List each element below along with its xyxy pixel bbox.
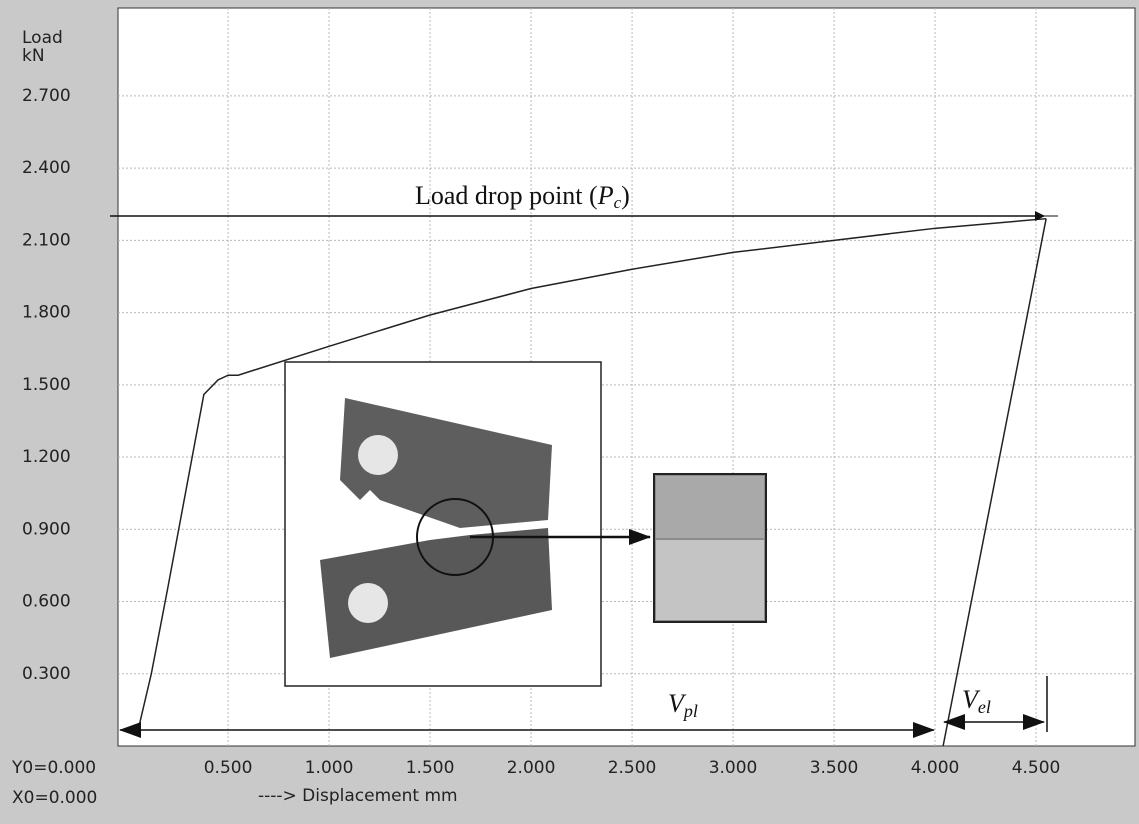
load-drop-text: Load drop point ( bbox=[415, 181, 598, 210]
load-curve bbox=[942, 218, 1047, 747]
vpl-symbol: V bbox=[668, 689, 687, 718]
y-tick-label: 0.900 bbox=[22, 519, 71, 539]
y-label: Load bbox=[22, 28, 63, 48]
vpl-label: Vpl bbox=[668, 689, 698, 721]
specimen-bottom bbox=[320, 528, 552, 658]
x-tick-label: 4.000 bbox=[911, 758, 960, 778]
vel-label: Vel bbox=[962, 685, 991, 717]
x-tick-label: 3.000 bbox=[709, 758, 758, 778]
y-tick-label: 2.100 bbox=[22, 230, 71, 250]
origin-y: Y0=0.000 bbox=[11, 758, 96, 778]
x-tick-label: 2.000 bbox=[507, 758, 556, 778]
y-tick-label: 2.400 bbox=[22, 158, 71, 178]
y-tick-label: 1.800 bbox=[22, 303, 71, 323]
vel-sub: el bbox=[978, 697, 991, 717]
load-drop-close: ) bbox=[621, 181, 630, 210]
vpl-sub: pl bbox=[682, 701, 698, 721]
x-tick-label: 2.500 bbox=[608, 758, 657, 778]
y-tick-label: 0.300 bbox=[22, 664, 71, 684]
y-tick-label: 1.200 bbox=[22, 447, 71, 467]
x-tick-label: 1.500 bbox=[406, 758, 455, 778]
x-label: ----> Displacement mm bbox=[258, 786, 458, 806]
fracture-lower bbox=[656, 540, 764, 620]
hole-top bbox=[358, 435, 398, 475]
specimen-inset bbox=[284, 361, 767, 687]
curves bbox=[136, 217, 1047, 747]
vel-symbol: V bbox=[962, 685, 981, 714]
hole-bottom bbox=[348, 583, 388, 623]
y-unit: kN bbox=[22, 46, 45, 66]
load-drop-sub: c bbox=[614, 193, 622, 212]
load-drop-label: Load drop point (Pc) bbox=[415, 181, 630, 212]
specimen-top bbox=[340, 398, 552, 528]
load-curve bbox=[136, 217, 1047, 735]
origin-x: X0=0.000 bbox=[12, 788, 97, 808]
plot-area bbox=[117, 7, 1136, 747]
y-tick-label: 0.600 bbox=[22, 592, 71, 612]
x-tick-label: 3.500 bbox=[810, 758, 859, 778]
fracture-upper bbox=[656, 476, 764, 538]
x-tick-label: 0.500 bbox=[204, 758, 253, 778]
x-tick-label: 1.000 bbox=[305, 758, 354, 778]
load-drop-symbol: P bbox=[597, 181, 614, 210]
y-tick-label: 2.700 bbox=[22, 86, 71, 106]
y-tick-label: 1.500 bbox=[22, 375, 71, 395]
x-tick-label: 4.500 bbox=[1012, 758, 1061, 778]
